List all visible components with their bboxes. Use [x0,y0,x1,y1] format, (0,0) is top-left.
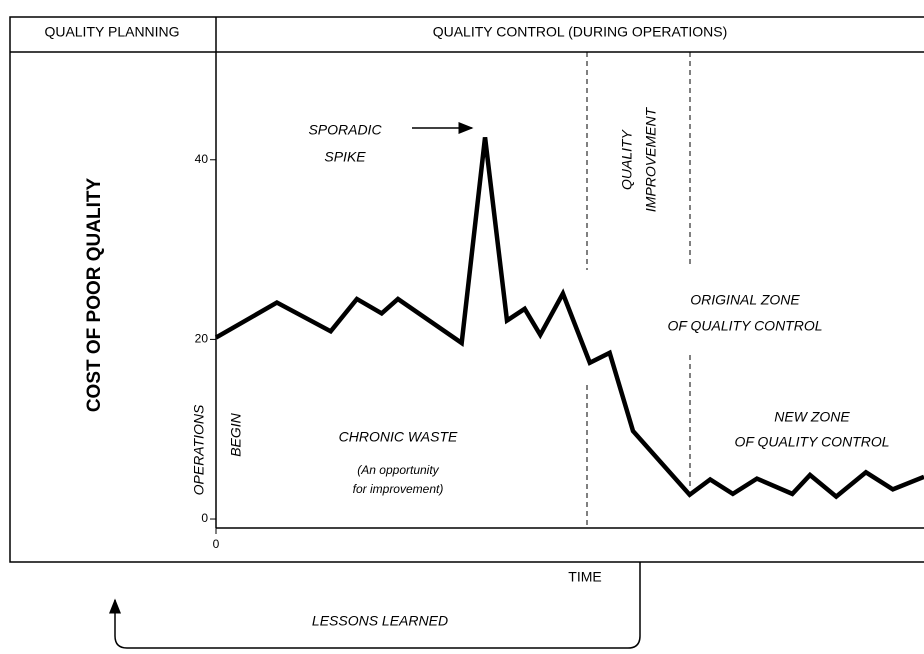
y-axis-title: COST OF POOR QUALITY [84,178,105,413]
y-tick-label: 0 [201,511,208,525]
cost-line [214,137,924,500]
x-axis-title: TIME [568,569,601,585]
annotation: OPERATIONS [191,404,207,495]
header-right: QUALITY CONTROL (DURING OPERATIONS) [433,24,728,40]
annotation: SPORADIC [308,122,382,138]
frame [9,16,924,563]
annotation: QUALITY [619,128,635,190]
annotation: ORIGINAL ZONE [690,292,800,308]
annotation: OF QUALITY CONTROL [734,434,889,450]
header-left: QUALITY PLANNING [44,24,179,40]
annotation: for improvement) [353,482,444,496]
feedback-arrow [109,562,641,649]
annotation: CHRONIC WASTE [339,429,458,445]
annotation: SPIKE [324,149,366,165]
annotation: BEGIN [228,412,244,456]
annotation: IMPROVEMENT [643,106,659,212]
annotation: OF QUALITY CONTROL [667,318,822,334]
y-tick-label: 20 [195,332,209,346]
annotation: (An opportunity [357,463,439,477]
dividers [586,52,691,528]
x-tick-label: 0 [213,537,220,551]
y-tick-label: 40 [195,152,209,166]
annotation: LESSONS LEARNED [312,613,448,629]
annotation: NEW ZONE [774,409,850,425]
